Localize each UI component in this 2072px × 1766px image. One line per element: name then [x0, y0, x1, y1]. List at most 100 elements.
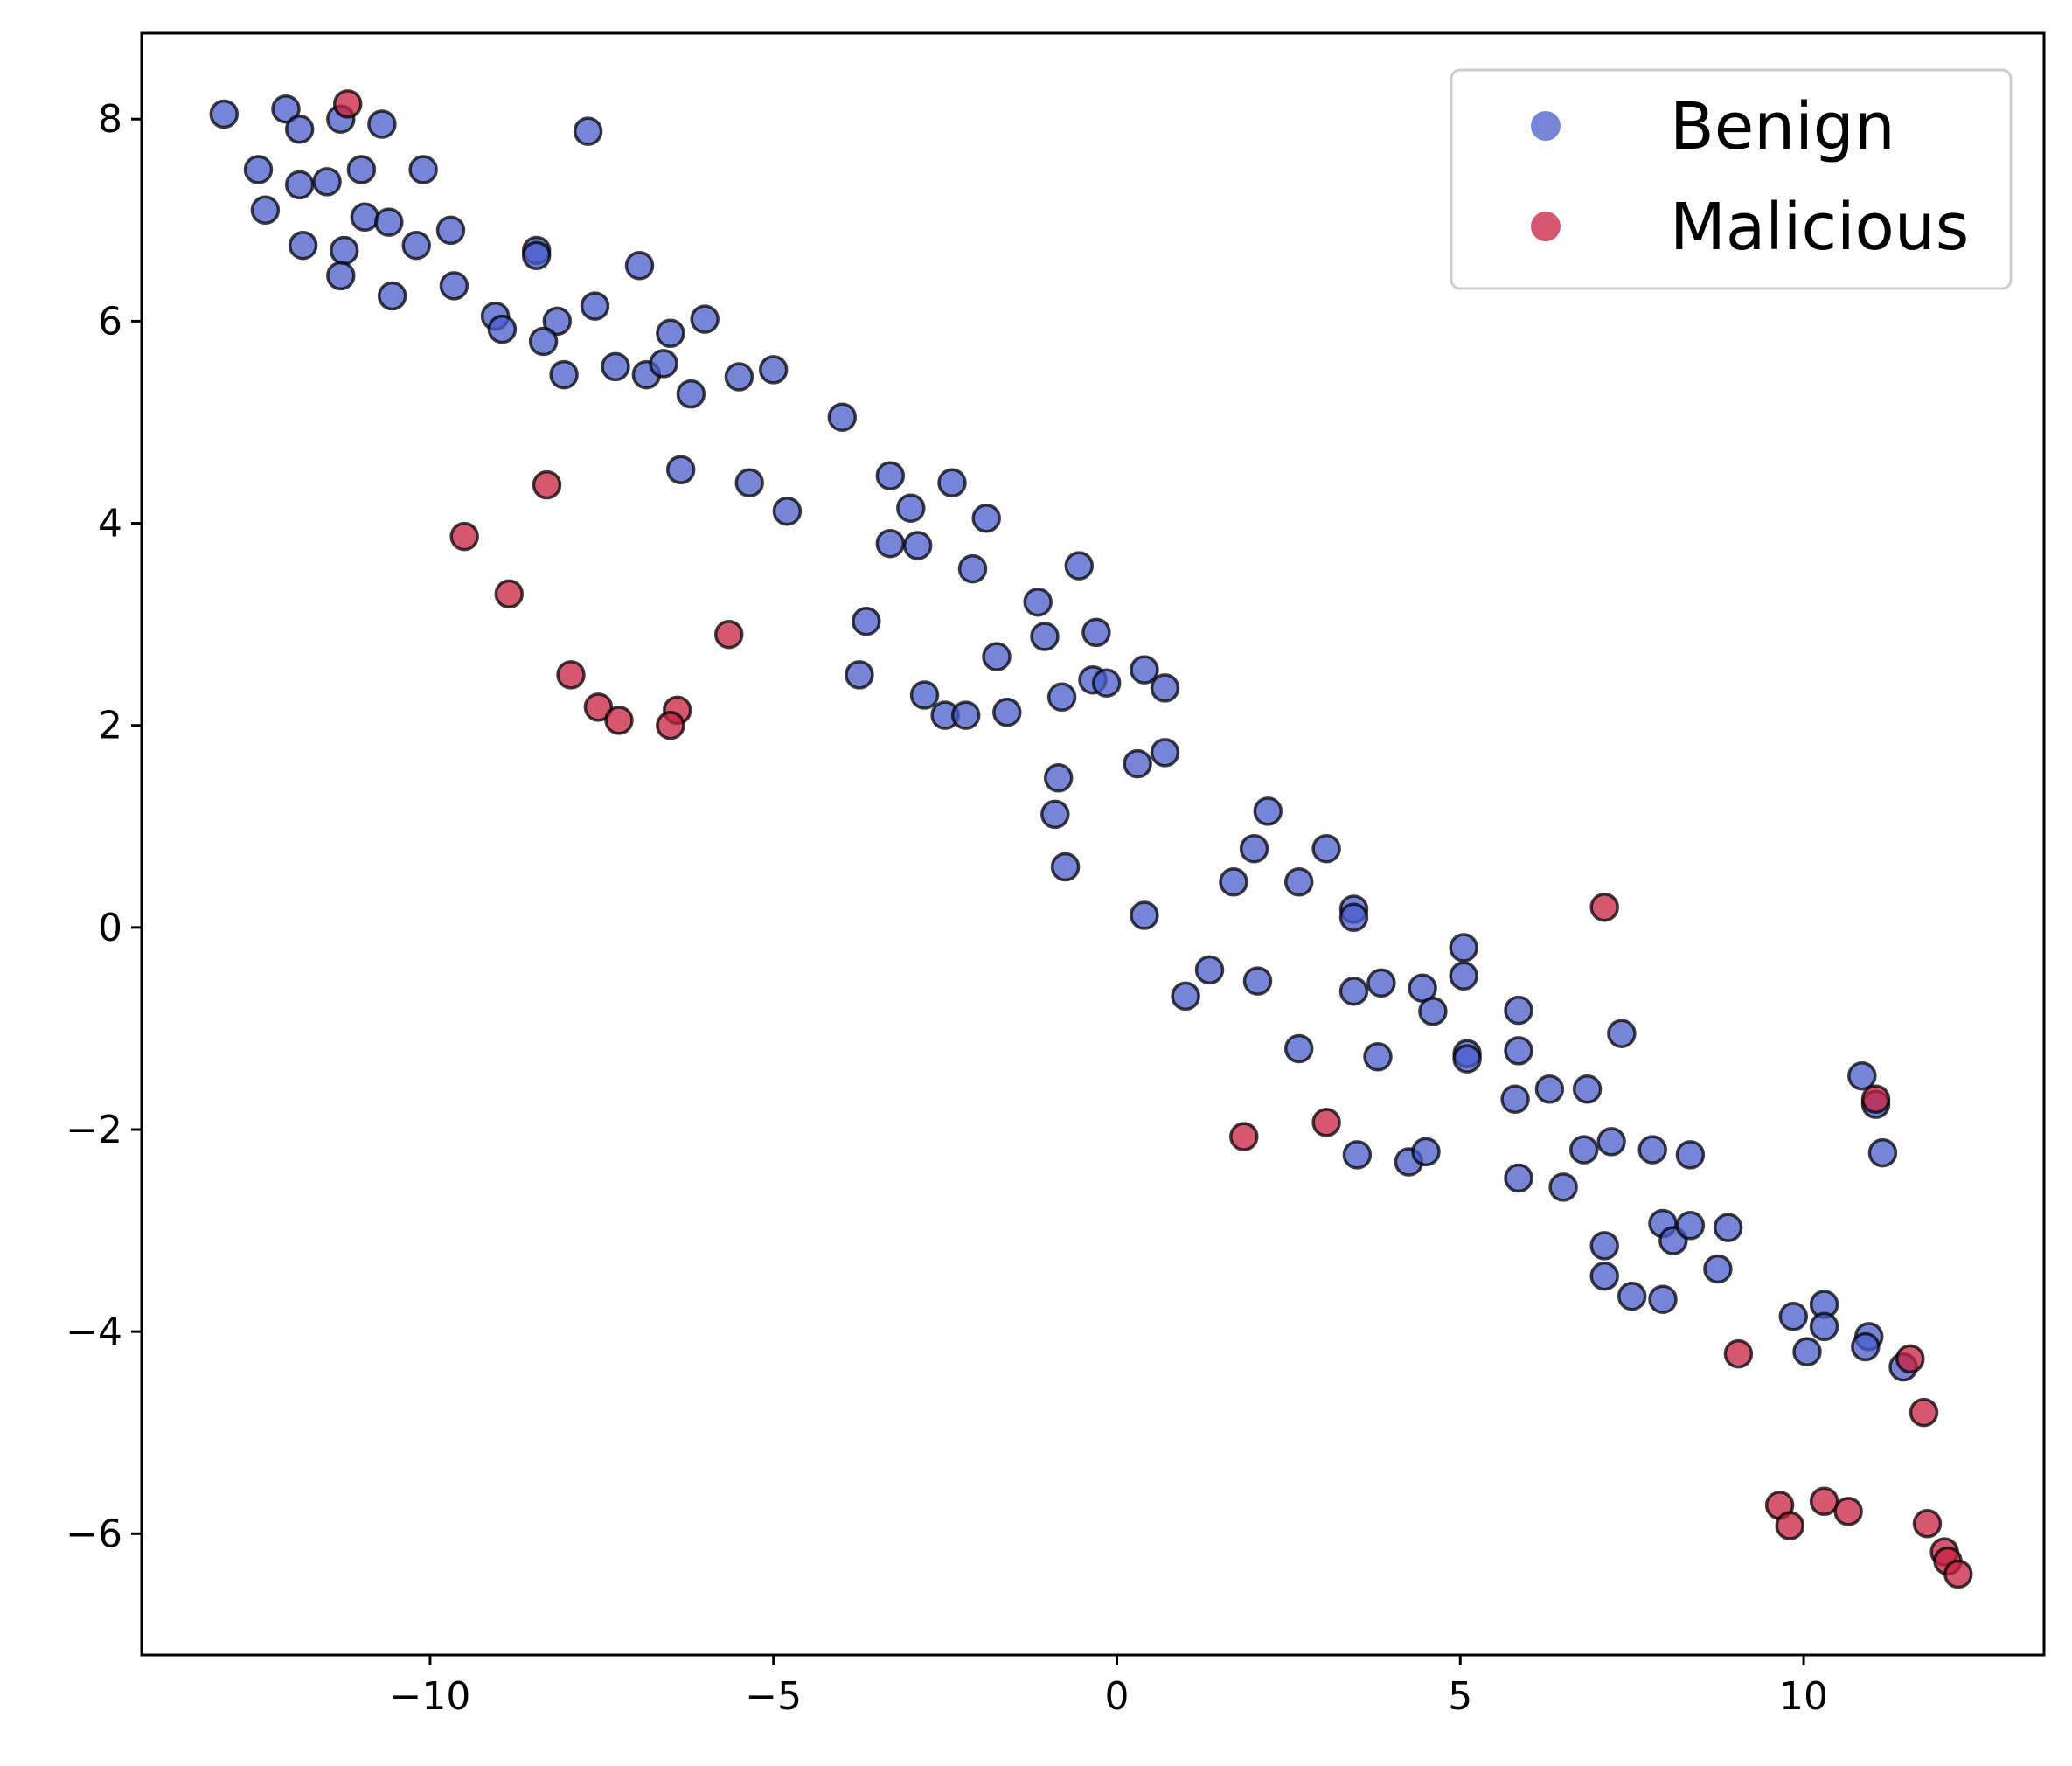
point-benign [1253, 796, 1283, 826]
point-malicious [1909, 1397, 1939, 1428]
point-malicious [556, 660, 586, 690]
point-benign [1418, 997, 1448, 1026]
legend-label-benign: Benign [1670, 89, 1895, 164]
point-benign [971, 504, 1001, 533]
point-benign [1130, 900, 1159, 930]
point-benign [758, 355, 789, 385]
point-benign [1568, 1135, 1599, 1165]
point-benign [1792, 1337, 1822, 1367]
point-benign [1449, 961, 1478, 991]
point-benign [1338, 902, 1369, 933]
x-tick-label: 5 [1448, 1674, 1472, 1719]
point-benign [542, 306, 573, 337]
point-benign [1219, 867, 1248, 897]
point-benign [1867, 1137, 1898, 1168]
point-benign [772, 496, 803, 526]
point-benign [1778, 1302, 1809, 1331]
point-benign [875, 461, 906, 490]
point-benign [1363, 1042, 1393, 1072]
point-malicious [332, 89, 363, 119]
point-benign [1675, 1140, 1706, 1170]
point-benign [1449, 933, 1478, 963]
point-benign [937, 468, 967, 498]
point-benign [326, 261, 356, 291]
point-malicious [1833, 1497, 1863, 1526]
point-benign [1504, 995, 1533, 1026]
point-benign [243, 155, 274, 184]
point-malicious [1895, 1344, 1925, 1374]
point-benign [896, 493, 926, 523]
point-malicious [713, 619, 744, 650]
point-benign [1043, 763, 1074, 793]
point-benign [957, 553, 988, 584]
legend-marker-benign [1531, 111, 1561, 141]
point-malicious [1860, 1084, 1891, 1115]
x-tick-label: 10 [1779, 1674, 1828, 1719]
point-benign [487, 314, 518, 344]
point-malicious [1912, 1509, 1943, 1539]
point-malicious [1809, 1486, 1839, 1517]
point-malicious [1229, 1122, 1259, 1151]
point-benign [852, 606, 881, 636]
x-tick-label: −10 [390, 1674, 471, 1719]
y-axis: −6 −4 −2 0 2 4 6 8 [66, 97, 142, 1556]
point-benign [875, 528, 906, 559]
point-benign [665, 455, 696, 485]
point-benign [377, 281, 407, 311]
point-malicious [604, 706, 634, 735]
point-benign [1411, 1137, 1441, 1167]
point-benign [624, 251, 655, 281]
y-tick-label: 2 [98, 704, 122, 748]
point-benign [601, 351, 630, 382]
point-benign [329, 235, 359, 266]
point-benign [439, 271, 469, 301]
point-benign [1023, 587, 1053, 617]
x-tick-label: 0 [1104, 1674, 1129, 1719]
point-benign [1847, 1060, 1877, 1091]
point-benign [1703, 1254, 1733, 1284]
point-benign [1171, 981, 1200, 1012]
point-benign [909, 680, 940, 710]
point-benign [312, 167, 342, 197]
point-benign [1040, 799, 1070, 830]
point-benign [1338, 976, 1369, 1006]
y-tick-label: −2 [66, 1108, 122, 1152]
point-benign [284, 170, 315, 200]
point-benign [1851, 1331, 1881, 1362]
point-benign [408, 155, 438, 184]
point-benign [374, 207, 404, 237]
point-benign [902, 531, 933, 560]
x-axis: −10 −5 0 5 10 [390, 1655, 1828, 1719]
point-benign [1607, 1019, 1637, 1048]
point-benign [1130, 655, 1159, 685]
point-benign [1030, 622, 1060, 651]
point-benign [1091, 668, 1122, 698]
point-malicious [583, 692, 614, 722]
y-tick-label: −4 [66, 1310, 122, 1354]
point-benign [1637, 1135, 1667, 1165]
point-benign [528, 326, 559, 357]
point-benign [982, 642, 1012, 671]
point-benign [1589, 1261, 1619, 1291]
point-benign [1452, 1044, 1482, 1074]
point-benign [1500, 1084, 1530, 1115]
points-layer [209, 89, 1973, 1589]
point-benign [1283, 1033, 1314, 1064]
point-benign [656, 318, 685, 349]
point-benign [690, 304, 720, 334]
y-tick-label: −6 [66, 1512, 122, 1556]
point-benign [401, 230, 431, 261]
point-benign [950, 700, 981, 730]
point-benign [346, 155, 377, 184]
point-benign [1589, 1231, 1619, 1261]
point-benign [1342, 1140, 1373, 1170]
point-benign [1675, 1211, 1706, 1241]
legend: Benign Malicious [1450, 68, 2013, 290]
point-benign [521, 240, 552, 271]
point-malicious [1723, 1338, 1754, 1369]
point-benign [1123, 748, 1152, 779]
point-benign [827, 402, 858, 432]
point-benign [1046, 682, 1077, 713]
point-benign [1504, 1163, 1533, 1193]
